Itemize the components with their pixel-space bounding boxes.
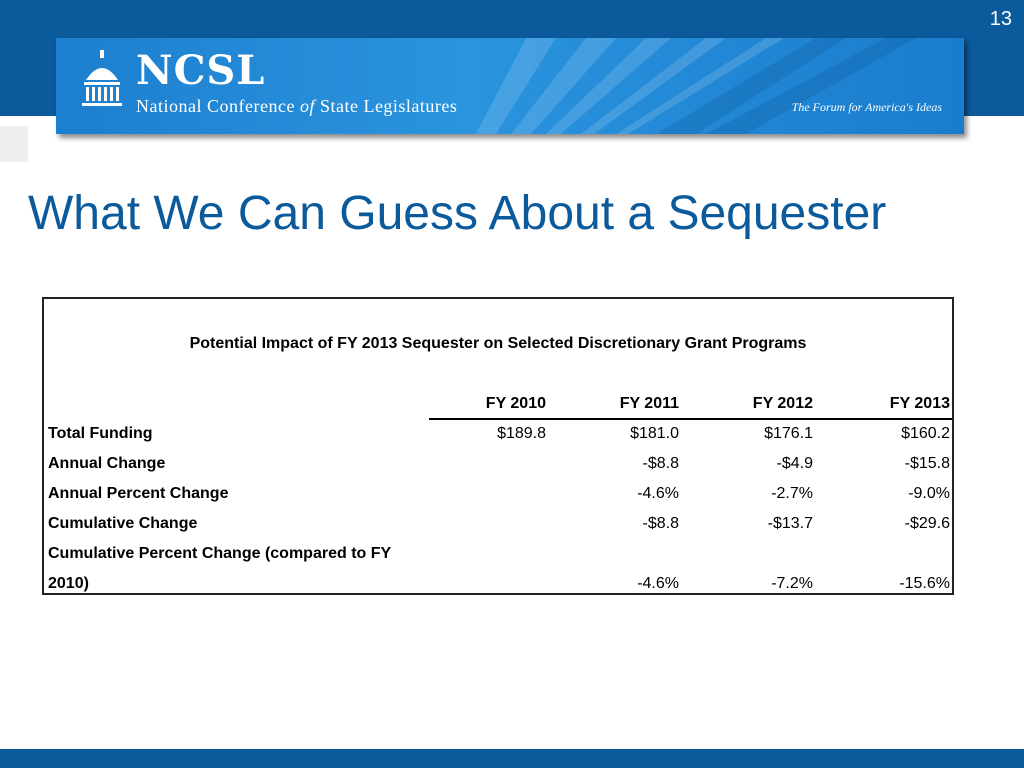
left-edge-tab: [0, 126, 28, 162]
slide-number: 13: [989, 8, 1012, 30]
table-cell: -$13.7: [767, 515, 813, 532]
table-cell: -$29.6: [904, 515, 950, 532]
brand-abbreviation: NCSL: [136, 47, 266, 94]
table-cell: -4.6%: [637, 485, 679, 502]
ncsl-banner: NCSL National Conference of State Legisl…: [56, 38, 964, 134]
column-header-fy2010: FY 2010: [485, 395, 546, 412]
table-cell: -$4.9: [776, 455, 813, 472]
table-cell: -2.7%: [771, 485, 813, 502]
header-rule: [429, 418, 952, 420]
brand-full-part2: State Legislatures: [319, 96, 458, 116]
table-cell: $160.2: [901, 425, 950, 442]
banner-rays-graphic: [476, 38, 916, 134]
row-label-cumulative-change: Cumulative Change: [48, 515, 198, 532]
table-cell: -15.6%: [899, 575, 950, 592]
column-header-fy2011: FY 2011: [619, 395, 679, 412]
table-cell: -$8.8: [642, 455, 679, 472]
capitol-dome-icon: [82, 50, 122, 106]
table-cell: -9.0%: [908, 485, 950, 502]
table-cell: $189.8: [497, 425, 546, 442]
column-header-fy2013: FY 2013: [889, 395, 950, 412]
brand-full-part1: National Conference: [136, 96, 295, 116]
table-cell: -$8.8: [642, 515, 679, 532]
table-caption: Potential Impact of FY 2013 Sequester on…: [189, 335, 807, 352]
table-cell: $181.0: [630, 425, 679, 442]
table-cell: -4.6%: [637, 575, 679, 592]
table-cell: -7.2%: [771, 575, 813, 592]
table-cell: -$15.8: [904, 455, 950, 472]
row-label-cumulative-percent-change-line1: Cumulative Percent Change (compared to F…: [48, 545, 392, 562]
column-header-fy2012: FY 2012: [752, 395, 813, 412]
row-label-annual-change: Annual Change: [48, 455, 166, 472]
row-label-total-funding: Total Funding: [48, 425, 153, 442]
footer-band: [0, 749, 1024, 768]
table-cell: $176.1: [764, 425, 813, 442]
brand-full-of: of: [299, 96, 315, 116]
row-label-cumulative-percent-change-line2: 2010): [48, 575, 89, 592]
data-table: Potential Impact of FY 2013 Sequester on…: [42, 297, 954, 595]
slide-title: What We Can Guess About a Sequester: [28, 187, 887, 240]
brand-full-name: National Conference of State Legislature…: [136, 96, 457, 117]
brand-tagline: The Forum for America's Ideas: [791, 100, 942, 114]
row-label-annual-percent-change: Annual Percent Change: [48, 485, 229, 502]
